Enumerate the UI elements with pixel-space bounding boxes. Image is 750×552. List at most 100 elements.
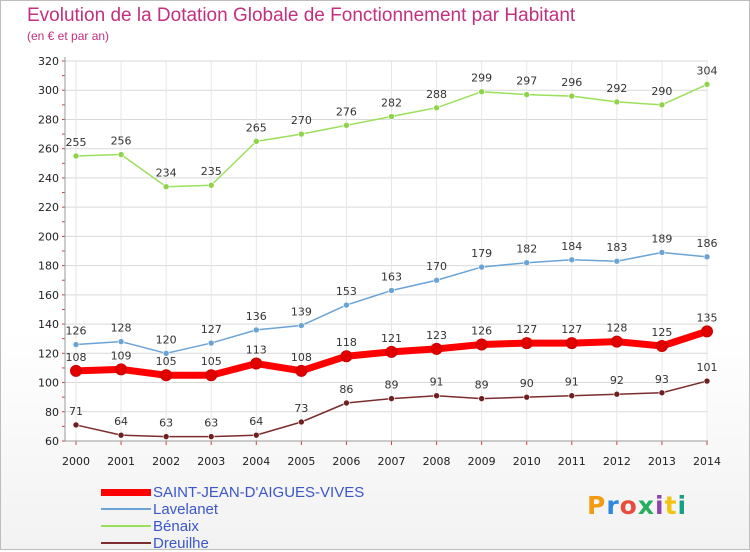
data-point (72, 152, 80, 160)
data-point (478, 395, 485, 402)
data-label: 189 (651, 232, 672, 245)
data-label: 265 (246, 121, 267, 134)
x-tick-label: 2002 (152, 455, 180, 468)
data-point (430, 342, 443, 355)
data-label: 90 (520, 377, 534, 390)
y-tick-label: 200 (38, 230, 59, 243)
data-point (162, 433, 170, 440)
data-point (703, 377, 711, 385)
data-point (250, 357, 263, 370)
data-label: 128 (111, 322, 132, 335)
data-point (207, 433, 215, 440)
y-tick-label: 180 (38, 260, 59, 273)
data-point (520, 337, 533, 350)
data-point (388, 395, 395, 402)
data-point (610, 335, 623, 348)
x-tick-label: 2003 (197, 455, 225, 468)
x-tick-label: 2009 (468, 455, 496, 468)
data-label: 128 (606, 322, 627, 335)
data-point (117, 338, 125, 345)
x-tick-label: 2007 (378, 455, 406, 468)
data-point (701, 325, 713, 338)
data-label: 153 (336, 285, 357, 298)
data-label: 118 (336, 336, 357, 349)
data-label: 234 (156, 167, 177, 180)
data-point (475, 338, 488, 351)
data-label: 86 (339, 383, 353, 396)
x-tick-label: 2004 (242, 455, 270, 468)
data-label: 126 (66, 325, 87, 338)
data-label: 126 (471, 325, 492, 338)
logo-letter: i (655, 491, 665, 520)
data-label: 296 (561, 76, 582, 89)
legend-label: SAINT-JEAN-D'AIGUES-VIVES (153, 484, 365, 501)
data-label: 71 (69, 405, 83, 418)
data-label: 255 (66, 136, 87, 149)
data-label: 108 (291, 351, 312, 364)
y-tick-label: 320 (38, 55, 59, 68)
data-label: 184 (561, 240, 582, 253)
data-label: 64 (249, 415, 263, 428)
data-point (658, 249, 666, 256)
data-point (72, 421, 80, 429)
logo-letter: P (587, 491, 607, 520)
series-layer (70, 81, 713, 440)
data-label: 299 (471, 72, 492, 85)
logo-letter: r (606, 491, 620, 520)
y-tick-label: 80 (45, 406, 59, 419)
data-label: 109 (111, 349, 132, 362)
data-point (388, 287, 395, 294)
data-point (478, 88, 485, 95)
data-point (298, 322, 305, 329)
data-label: 63 (159, 417, 173, 430)
y-tick-label: 260 (38, 143, 59, 156)
data-point (565, 337, 578, 350)
data-label: 256 (111, 135, 132, 148)
axes: 60 80 100 120 140 160 180 200 220 240 260 280 300 320… (38, 55, 721, 468)
data-point (343, 301, 350, 309)
data-label: 91 (430, 376, 444, 389)
data-label: 73 (294, 402, 308, 415)
legend-swatch (101, 508, 151, 510)
data-point (295, 364, 308, 377)
y-tick-label: 100 (38, 377, 59, 390)
data-label: 136 (246, 310, 267, 323)
data-label: 63 (204, 417, 218, 430)
data-point (207, 181, 215, 189)
data-label: 89 (475, 379, 489, 392)
data-point (252, 138, 260, 145)
data-label: 64 (114, 415, 128, 428)
data-label: 276 (336, 105, 357, 118)
logo-letter: x (637, 491, 655, 520)
data-label: 292 (606, 82, 627, 95)
data-label: 182 (516, 243, 537, 256)
data-label: 127 (201, 323, 222, 336)
logo-letter: t (664, 491, 678, 520)
data-label: 270 (291, 114, 312, 127)
data-point (388, 113, 395, 120)
data-point (252, 326, 260, 334)
data-point (658, 101, 666, 109)
proxiti-logo: Proxiti (587, 491, 687, 520)
data-label: 105 (201, 355, 222, 368)
data-point (205, 369, 218, 382)
data-point (162, 350, 170, 357)
data-point (115, 363, 128, 376)
data-point (655, 340, 668, 352)
data-label: 92 (610, 374, 624, 387)
data-labels: 255 256 234 235 265 270 276 282 288 299 297 296 292 2… (66, 64, 718, 429)
data-label: 183 (606, 241, 627, 254)
data-label: 121 (381, 332, 402, 345)
data-label: 282 (381, 97, 402, 110)
y-tick-label: 120 (38, 347, 59, 360)
x-tick-label: 2012 (603, 455, 631, 468)
data-label: 89 (385, 379, 399, 392)
data-point (568, 92, 576, 100)
data-label: 288 (426, 88, 447, 101)
data-point (568, 392, 576, 399)
x-tick-label: 2013 (648, 455, 676, 468)
data-point (433, 104, 440, 112)
legend-label: Dreuilhe (153, 535, 209, 552)
data-label: 127 (561, 323, 582, 336)
